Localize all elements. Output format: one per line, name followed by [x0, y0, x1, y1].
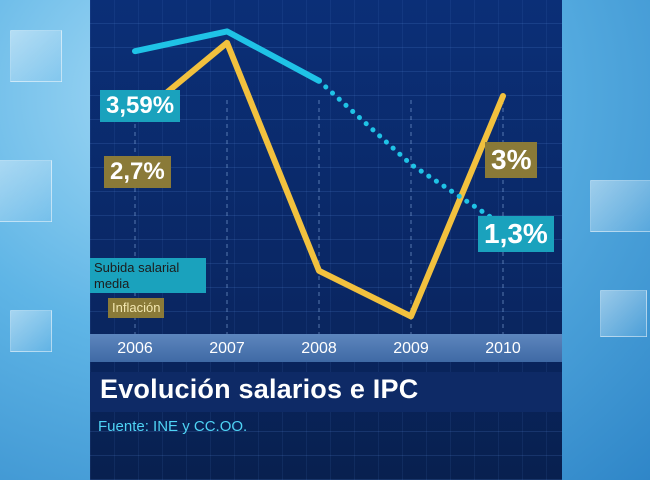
x-tick-label: 2008 [301, 340, 337, 357]
salary-value-label: 1,3% [478, 216, 554, 253]
x-tick-label: 2009 [393, 340, 429, 357]
inflation-value-label: 3% [485, 142, 538, 179]
x-tick-label: 2007 [209, 340, 245, 357]
background-cube [10, 30, 62, 82]
salary-value-label: 3,59% [100, 90, 181, 122]
title-bar [90, 372, 562, 412]
background-cube [10, 310, 52, 352]
background-cube [600, 290, 647, 337]
x-tick-label: 2010 [485, 340, 521, 357]
inflation-series-line [132, 39, 506, 320]
inflation-value-label: 2,7% [104, 156, 171, 188]
background-cube [0, 160, 52, 222]
salary-series-line [132, 28, 322, 84]
chart-source: Fuente: INE y CC.OO. [98, 418, 248, 435]
salary-series-dotted-line [316, 78, 506, 228]
chart-panel: 2006 2007 2008 2009 2010 3,59% 2,7% 3% 1… [90, 0, 562, 480]
x-axis-bar [90, 334, 562, 362]
background-cube [590, 180, 650, 232]
legend-inflation: Inflación [108, 298, 165, 318]
x-tick-label: 2006 [117, 340, 153, 357]
legend-salary: Subida salarial media [90, 258, 206, 294]
line-chart [132, 28, 506, 334]
chart-title: Evolución salarios e IPC [100, 374, 419, 404]
